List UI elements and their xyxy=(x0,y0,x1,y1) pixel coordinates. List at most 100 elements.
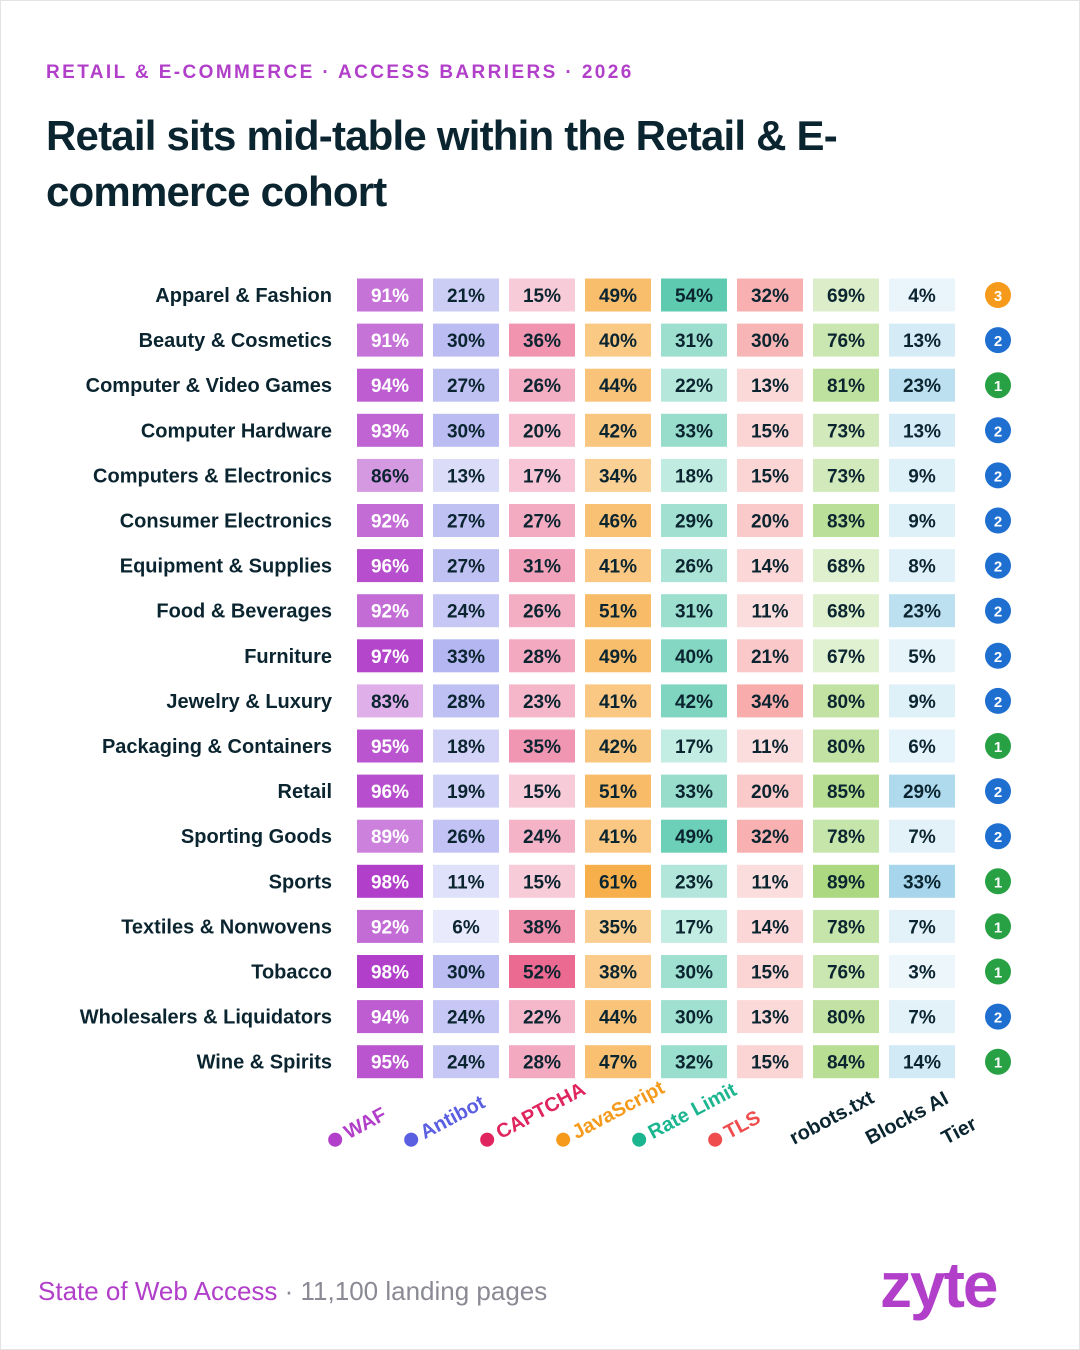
heatmap-cell xyxy=(737,278,803,312)
heatmap-cell xyxy=(585,639,651,673)
legend-dot xyxy=(328,1132,343,1147)
heatmap-cell xyxy=(509,955,575,988)
heatmap-cell xyxy=(813,323,879,357)
heatmap-cell xyxy=(661,413,727,447)
cell-value-label: 4% xyxy=(908,286,936,307)
heatmap-cell xyxy=(357,909,423,943)
cell-value-label: 83% xyxy=(827,512,865,533)
heatmap-cell xyxy=(585,458,651,492)
cell-value-label: 94% xyxy=(371,376,409,397)
heatmap-cell xyxy=(509,549,575,583)
cell-value-label: 24% xyxy=(523,827,561,848)
heatmap-cell xyxy=(661,504,727,537)
cell-value-label: 29% xyxy=(675,512,713,533)
legend-captcha: CAPTCHA xyxy=(480,1078,589,1147)
heatmap-cell xyxy=(661,774,727,808)
cell-value-label: 86% xyxy=(371,466,409,487)
cell-value-label: 15% xyxy=(523,872,561,893)
cell-value-label: 27% xyxy=(523,512,561,533)
heatmap-cell xyxy=(889,413,955,447)
heatmap-cell xyxy=(357,278,423,312)
heatmap-cell xyxy=(813,864,879,898)
heatmap-cell xyxy=(433,1045,499,1079)
cell-value-label: 67% xyxy=(827,647,865,668)
row-label-furniture: Furniture xyxy=(244,646,332,668)
heatmap-cell xyxy=(737,549,803,583)
cell-value-label: 27% xyxy=(447,557,485,578)
cell-value-label: 76% xyxy=(827,331,865,352)
cell-value-label: 17% xyxy=(523,466,561,487)
heatmap-cell xyxy=(585,368,651,402)
tier-value-label: 2 xyxy=(994,604,1002,621)
heatmap-cell xyxy=(737,323,803,357)
heatmap-cell xyxy=(509,458,575,492)
cell-value-label: 80% xyxy=(827,737,865,758)
heatmap-cell xyxy=(813,413,879,447)
heatmap-cell xyxy=(813,909,879,943)
heatmap-cell xyxy=(433,684,499,718)
tier-badge xyxy=(985,1048,1011,1075)
cell-value-label: 17% xyxy=(675,737,713,758)
cell-value-label: 26% xyxy=(523,602,561,623)
cell-value-label: 34% xyxy=(599,466,637,487)
heatmap-cell xyxy=(433,504,499,537)
tier-value-label: 2 xyxy=(994,514,1002,531)
legend-antibot: Antibot xyxy=(404,1091,489,1147)
legend-dot xyxy=(480,1132,495,1147)
cell-value-label: 17% xyxy=(675,917,713,938)
cell-value-label: 91% xyxy=(371,286,409,307)
heatmap-cell xyxy=(661,1000,727,1034)
cell-value-label: 24% xyxy=(447,602,485,623)
cell-value-label: 42% xyxy=(599,421,637,442)
heatmap-cell xyxy=(585,864,651,898)
tier-badge xyxy=(985,778,1011,805)
tier-badge xyxy=(985,282,1011,308)
cell-value-label: 28% xyxy=(523,1053,561,1074)
heatmap-cell xyxy=(889,684,955,718)
cell-value-label: 31% xyxy=(675,602,713,623)
heatmap-cell xyxy=(889,368,955,402)
legend-dot xyxy=(708,1132,723,1147)
heatmap-cell xyxy=(737,413,803,447)
heatmap-cell xyxy=(661,639,727,673)
legend-label: TLS xyxy=(721,1107,765,1144)
cell-value-label: 14% xyxy=(903,1053,941,1074)
cell-value-label: 93% xyxy=(371,421,409,442)
cell-value-label: 44% xyxy=(599,376,637,397)
heatmap-cell xyxy=(357,323,423,357)
legend-tier: Tier xyxy=(938,1113,981,1150)
row-label-sporting-goods: Sporting Goods xyxy=(181,826,332,848)
heatmap-cell xyxy=(585,323,651,357)
cell-value-label: 38% xyxy=(523,917,561,938)
tier-value-label: 3 xyxy=(994,288,1002,305)
cell-value-label: 69% xyxy=(827,286,865,307)
heatmap-cell xyxy=(585,909,651,943)
cell-value-label: 13% xyxy=(751,376,789,397)
heatmap-cell xyxy=(585,955,651,988)
cell-value-label: 42% xyxy=(675,692,713,713)
cell-value-label: 28% xyxy=(447,692,485,713)
heatmap-cell xyxy=(433,549,499,583)
cell-value-label: 49% xyxy=(599,286,637,307)
heatmap-cell xyxy=(813,458,879,492)
heatmap-cell xyxy=(889,819,955,853)
cell-value-label: 96% xyxy=(371,557,409,578)
cell-value-label: 26% xyxy=(523,376,561,397)
heatmap-cell xyxy=(889,549,955,583)
legend-label: WAF xyxy=(341,1103,391,1143)
heatmap-cell xyxy=(509,774,575,808)
cell-value-label: 30% xyxy=(751,331,789,352)
zyte-logo: zyte xyxy=(880,1249,998,1321)
tier-value-label: 1 xyxy=(994,874,1002,891)
heatmap-cell xyxy=(661,819,727,853)
tier-badge xyxy=(985,913,1011,940)
heatmap-cell xyxy=(661,684,727,718)
heatmap-cell xyxy=(813,819,879,853)
heatmap-cell xyxy=(661,955,727,988)
cell-value-label: 13% xyxy=(751,1008,789,1029)
heatmap-cell xyxy=(509,729,575,763)
heatmap-cell xyxy=(357,368,423,402)
heatmap-cell xyxy=(737,819,803,853)
tier-value-label: 2 xyxy=(994,333,1002,350)
heatmap-cell xyxy=(509,278,575,312)
